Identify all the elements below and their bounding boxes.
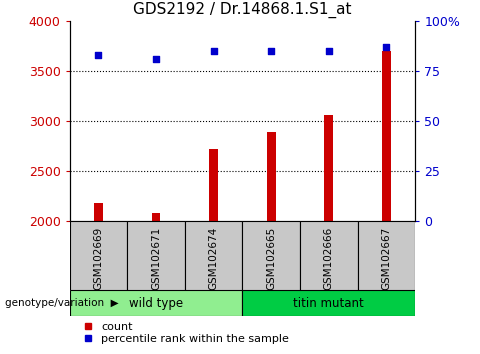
Text: GSM102665: GSM102665 xyxy=(266,227,276,290)
Text: GSM102669: GSM102669 xyxy=(94,227,103,290)
Bar xyxy=(70,221,127,290)
Point xyxy=(325,48,333,54)
Bar xyxy=(242,221,300,290)
Bar xyxy=(382,51,391,221)
Text: wild type: wild type xyxy=(129,297,183,309)
Text: GSM102667: GSM102667 xyxy=(382,227,391,290)
Bar xyxy=(152,213,160,221)
Text: genotype/variation  ▶: genotype/variation ▶ xyxy=(5,298,119,308)
Point xyxy=(210,48,217,54)
Bar xyxy=(209,149,218,221)
Bar xyxy=(324,115,333,221)
Bar xyxy=(242,290,415,316)
Bar xyxy=(358,221,415,290)
Point xyxy=(95,52,102,58)
Bar xyxy=(185,221,242,290)
Bar xyxy=(267,132,276,221)
Point xyxy=(267,48,275,54)
Bar xyxy=(94,203,103,221)
Bar xyxy=(300,221,358,290)
Text: GSM102671: GSM102671 xyxy=(151,227,161,290)
Title: GDS2192 / Dr.14868.1.S1_at: GDS2192 / Dr.14868.1.S1_at xyxy=(133,2,352,18)
Point xyxy=(383,44,390,50)
Bar xyxy=(127,221,185,290)
Text: GSM102674: GSM102674 xyxy=(209,227,218,290)
Legend: count, percentile rank within the sample: count, percentile rank within the sample xyxy=(79,318,294,348)
Bar xyxy=(70,290,242,316)
Text: titin mutant: titin mutant xyxy=(293,297,364,309)
Text: GSM102666: GSM102666 xyxy=(324,227,334,290)
Point xyxy=(152,56,160,62)
